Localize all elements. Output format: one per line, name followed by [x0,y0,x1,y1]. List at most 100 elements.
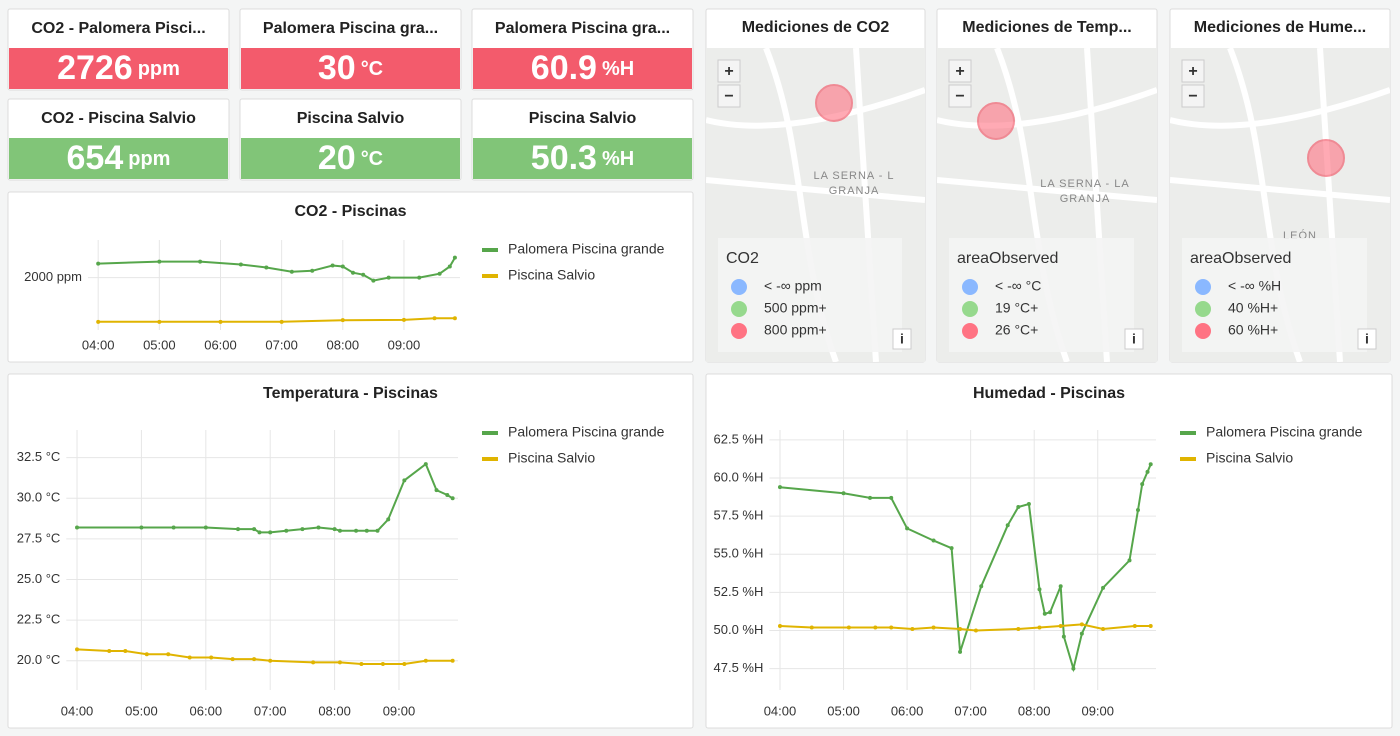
series-line [77,462,454,534]
legend-label: Piscina Salvio [508,267,595,283]
zoom-label[interactable]: + [1188,63,1197,80]
data-point [841,491,846,496]
data-point [1132,623,1137,628]
panel [7,191,694,363]
map-title: Mediciones de Hume... [1194,19,1366,36]
zoom-label[interactable]: + [955,63,964,80]
data-point [958,627,963,632]
stat-background [9,48,228,89]
stat-background [473,48,692,89]
zoom-label[interactable]: − [724,88,733,105]
data-point [203,525,208,530]
legend-swatch [482,457,498,461]
legend-label: 40 %H+ [1228,300,1278,316]
stat-number: 2726 [57,49,133,87]
info-label[interactable]: i [1365,331,1369,347]
info-button[interactable] [892,328,912,350]
data-point [452,255,457,260]
info-label[interactable]: i [900,331,904,347]
zoom-button[interactable] [1181,84,1205,108]
stat-value: 20 °C [318,139,383,177]
stat-unit: %H [602,58,634,80]
data-point [931,538,936,543]
x-tick-label: 09:00 [388,337,421,352]
zoom-button[interactable] [948,59,972,83]
zoom-label[interactable]: − [955,88,964,105]
stat-number: 30 [318,49,356,87]
zoom-button[interactable] [1181,59,1205,83]
legend-swatch [1195,279,1211,295]
y-tick-label: 30.0 °C [17,490,61,505]
data-point [279,319,284,324]
legend-swatch [1180,431,1196,435]
stat-background [241,138,460,179]
map-marker [1307,139,1345,177]
legend-swatch [962,301,978,317]
stat-number: 20 [318,139,356,177]
info-button[interactable] [1124,328,1144,350]
data-point [1061,634,1066,639]
data-point [218,319,223,324]
map-title: Mediciones de Temp... [962,19,1132,36]
info-button[interactable] [1357,328,1377,350]
data-point [432,316,437,321]
x-tick-label: 09:00 [1081,703,1114,718]
data-point [157,259,162,264]
data-point [371,278,376,283]
legend-swatch [482,274,498,278]
data-point [289,269,294,274]
x-tick-label: 05:00 [827,703,860,718]
zoom-button[interactable] [948,84,972,108]
data-point [198,259,203,264]
data-point [868,495,873,500]
stat-title: Piscina Salvio [529,110,637,127]
legend-box [718,238,902,352]
data-point [402,478,407,483]
data-point [417,275,422,280]
zoom-button[interactable] [717,59,741,83]
legend-swatch [482,431,498,435]
stat-value: 654 ppm [67,139,171,177]
zoom-label[interactable]: − [1188,88,1197,105]
data-point [889,625,894,630]
data-point [268,530,273,535]
data-point [1148,623,1153,628]
data-point [1148,462,1153,467]
chart-title: Temperatura - Piscinas [263,385,438,402]
data-point [375,528,380,533]
y-tick-label: 25.0 °C [17,571,61,586]
data-point [139,525,144,530]
legend-title: CO2 [726,250,759,267]
y-tick-label: 62.5 %H [714,431,764,446]
data-point [973,628,978,633]
data-point [96,261,101,266]
stat-unit: ppm [138,58,180,80]
info-label[interactable]: i [1132,331,1136,347]
data-point [350,270,355,275]
stat-value: 2726 ppm [57,49,180,87]
zoom-button[interactable] [717,84,741,108]
legend-box [1182,238,1367,352]
legend-label: Piscina Salvio [1206,450,1293,466]
legend-label: Piscina Salvio [508,450,595,466]
panel [705,373,1393,729]
data-point [1016,505,1021,510]
data-point [437,271,442,276]
data-point [1016,627,1021,632]
legend-label: < -∞ ppm [764,278,822,294]
legend-swatch [731,279,747,295]
legend-swatch [482,248,498,252]
data-point [157,319,162,324]
legend-title: areaObserved [1190,250,1291,267]
data-point [252,657,257,662]
map: LA SERNA - L GRANJA + − CO2 < -∞ ppm 500 ppm+ 8… [706,48,925,362]
stat-title: Palomera Piscina gra... [263,20,438,37]
data-point [979,584,984,589]
zoom-label[interactable]: + [724,63,733,80]
y-tick-label: 20.0 °C [17,652,61,667]
legend-label: 26 °C+ [995,322,1038,338]
data-point [910,627,915,632]
stat-background [473,138,692,179]
data-point [958,649,963,654]
map-label: GRANJA [1060,193,1111,205]
